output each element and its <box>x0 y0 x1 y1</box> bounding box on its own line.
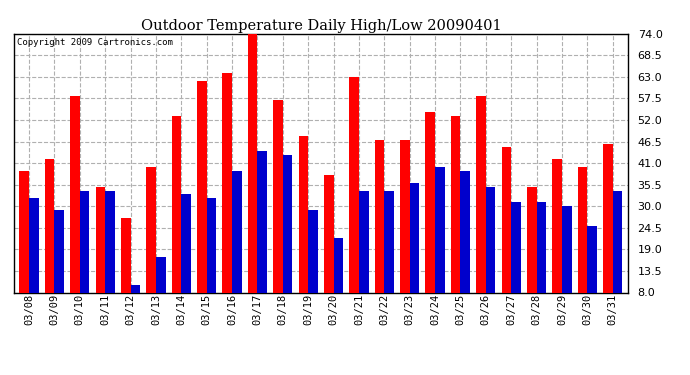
Bar <box>299 136 308 292</box>
Bar <box>29 198 39 292</box>
Bar <box>400 140 410 292</box>
Bar <box>257 152 267 292</box>
Bar <box>19 171 29 292</box>
Bar <box>613 190 622 292</box>
Bar <box>476 96 486 292</box>
Bar <box>435 167 444 292</box>
Title: Outdoor Temperature Daily High/Low 20090401: Outdoor Temperature Daily High/Low 20090… <box>141 19 501 33</box>
Bar <box>587 226 597 292</box>
Bar <box>460 171 470 292</box>
Bar <box>105 190 115 292</box>
Bar <box>130 285 140 292</box>
Bar <box>333 238 343 292</box>
Bar <box>146 167 156 292</box>
Bar <box>426 112 435 292</box>
Bar <box>248 34 257 292</box>
Bar <box>502 147 511 292</box>
Bar <box>359 190 368 292</box>
Bar <box>410 183 420 292</box>
Bar <box>273 100 283 292</box>
Bar <box>55 210 64 292</box>
Bar <box>95 187 105 292</box>
Bar <box>283 155 293 292</box>
Bar <box>537 202 546 292</box>
Bar <box>384 190 394 292</box>
Bar <box>70 96 80 292</box>
Bar <box>197 81 207 292</box>
Bar <box>156 257 166 292</box>
Bar <box>308 210 318 292</box>
Bar <box>552 159 562 292</box>
Bar <box>375 140 384 292</box>
Bar <box>578 167 587 292</box>
Bar <box>349 77 359 292</box>
Bar <box>80 190 90 292</box>
Bar <box>486 187 495 292</box>
Bar <box>222 73 232 292</box>
Bar <box>451 116 460 292</box>
Bar <box>207 198 216 292</box>
Bar <box>45 159 55 292</box>
Text: Copyright 2009 Cartronics.com: Copyright 2009 Cartronics.com <box>17 38 172 46</box>
Bar <box>172 116 181 292</box>
Bar <box>232 171 241 292</box>
Bar <box>527 187 537 292</box>
Bar <box>121 218 130 292</box>
Bar <box>603 144 613 292</box>
Bar <box>511 202 521 292</box>
Bar <box>562 206 571 292</box>
Bar <box>181 195 191 292</box>
Bar <box>324 175 333 292</box>
